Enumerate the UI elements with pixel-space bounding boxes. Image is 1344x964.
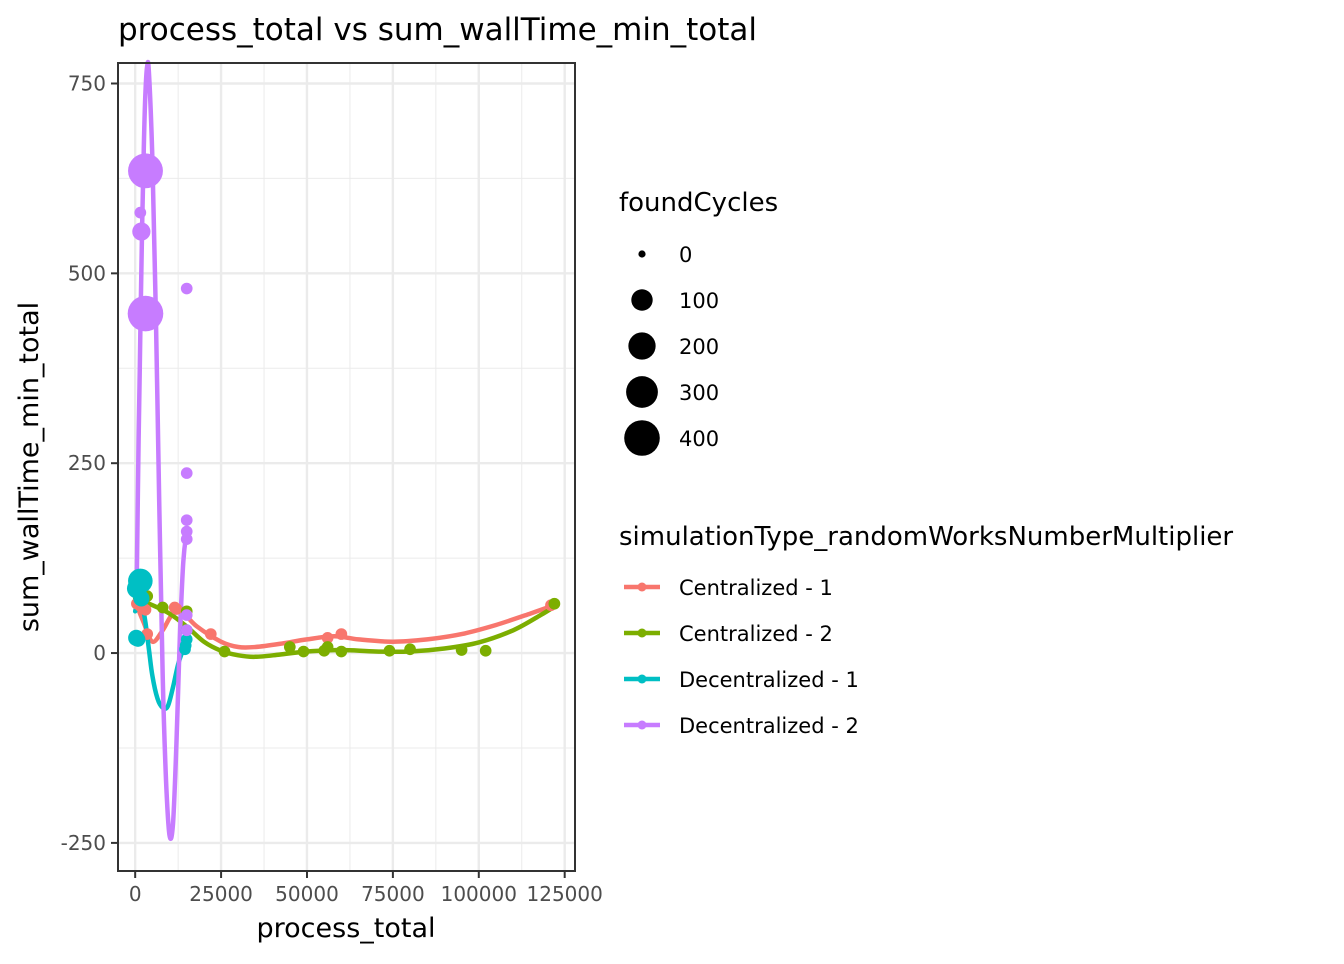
x-tick-label: 125000 bbox=[527, 882, 603, 906]
chart-title: process_total vs sum_wallTime_min_total bbox=[118, 12, 757, 48]
point-centralized-2 bbox=[548, 597, 561, 610]
point-centralized-2 bbox=[455, 644, 468, 656]
y-tick-label: 500 bbox=[68, 261, 106, 285]
point-centralized-2 bbox=[335, 645, 348, 658]
plot-background bbox=[118, 63, 575, 871]
point-decentralized-2 bbox=[128, 153, 163, 189]
size-legend-key bbox=[638, 250, 646, 258]
size-legend-label: 0 bbox=[679, 243, 692, 267]
x-axis: 0 25000 50000 75000 100000 125000 bbox=[129, 871, 603, 906]
size-legend-label: 300 bbox=[679, 381, 719, 405]
point-centralized-2 bbox=[383, 644, 396, 657]
point-centralized-2 bbox=[156, 601, 169, 614]
point-decentralized-1 bbox=[128, 568, 153, 594]
color-legend-label: Centralized - 1 bbox=[679, 576, 833, 600]
color-legend-item: Decentralized - 1 bbox=[624, 668, 859, 692]
size-legend-key bbox=[631, 289, 653, 311]
color-legend-dot bbox=[637, 720, 647, 730]
y-axis-title: sum_wallTime_min_total bbox=[14, 302, 45, 632]
size-legend-key bbox=[624, 420, 660, 456]
point-centralized-2 bbox=[321, 641, 334, 653]
grid-minor bbox=[118, 63, 575, 871]
size-legend-label: 400 bbox=[679, 427, 719, 451]
size-legend-label: 100 bbox=[679, 289, 719, 313]
color-legend-label: Decentralized - 1 bbox=[679, 668, 859, 692]
size-legend-label: 200 bbox=[679, 335, 719, 359]
color-legend-item: Decentralized - 2 bbox=[624, 714, 859, 738]
point-centralized-1 bbox=[204, 628, 217, 640]
y-tick-label: 250 bbox=[68, 451, 106, 475]
x-tick-label: 25000 bbox=[189, 882, 253, 906]
y-tick-label: 0 bbox=[93, 641, 106, 665]
color-legend-dot bbox=[637, 582, 647, 592]
data-points bbox=[126, 153, 561, 658]
color-legend-item: Centralized - 2 bbox=[624, 622, 833, 646]
y-axis: -250 0 250 500 750 bbox=[61, 72, 118, 855]
color-legend-title: simulationType_randomWorksNumberMultipli… bbox=[619, 522, 1233, 552]
point-decentralized-1 bbox=[133, 590, 150, 607]
point-decentralized-2 bbox=[180, 624, 193, 637]
size-legend-key bbox=[628, 332, 656, 360]
y-tick-label: -250 bbox=[61, 831, 106, 855]
color-legend-label: Decentralized - 2 bbox=[679, 714, 859, 738]
size-legend: foundCycles 0 100 200 300 400 bbox=[619, 188, 778, 456]
point-decentralized-2 bbox=[180, 609, 193, 621]
point-decentralized-1 bbox=[180, 633, 193, 646]
color-legend: simulationType_randomWorksNumberMultipli… bbox=[619, 522, 1233, 738]
plot-panel bbox=[117, 59, 576, 872]
point-centralized-2 bbox=[479, 644, 492, 657]
point-decentralized-2 bbox=[180, 467, 193, 479]
point-decentralized-2 bbox=[180, 514, 193, 527]
x-axis-title: process_total bbox=[257, 913, 436, 944]
point-decentralized-2 bbox=[134, 206, 147, 219]
point-centralized-2 bbox=[218, 645, 231, 658]
point-centralized-1 bbox=[321, 632, 334, 644]
point-centralized-2 bbox=[283, 641, 296, 653]
x-tick-label: 0 bbox=[129, 882, 142, 906]
x-tick-label: 100000 bbox=[441, 882, 517, 906]
size-legend-key bbox=[626, 376, 658, 408]
point-centralized-1 bbox=[335, 628, 348, 640]
size-legend-title: foundCycles bbox=[619, 188, 778, 218]
point-centralized-1 bbox=[170, 603, 183, 615]
size-legend-entries: 0 100 200 300 400 bbox=[624, 243, 719, 456]
point-centralized-1 bbox=[139, 603, 152, 616]
point-decentralized-2 bbox=[132, 222, 151, 241]
color-legend-item: Centralized - 1 bbox=[624, 576, 833, 600]
color-legend-dot bbox=[637, 628, 647, 638]
x-tick-label: 75000 bbox=[361, 882, 425, 906]
x-tick-label: 50000 bbox=[275, 882, 339, 906]
point-decentralized-1 bbox=[130, 631, 146, 647]
color-legend-dot bbox=[637, 674, 647, 684]
point-decentralized-2 bbox=[127, 295, 164, 332]
y-tick-label: 750 bbox=[68, 72, 106, 96]
color-legend-label: Centralized - 2 bbox=[679, 622, 833, 646]
plot-border bbox=[117, 62, 576, 872]
point-decentralized-2 bbox=[180, 282, 193, 295]
point-centralized-2 bbox=[297, 645, 310, 658]
color-legend-entries: Centralized - 1 Centralized - 2 Decentrali… bbox=[624, 576, 859, 738]
point-centralized-2 bbox=[404, 643, 416, 656]
point-decentralized-2 bbox=[180, 533, 193, 545]
